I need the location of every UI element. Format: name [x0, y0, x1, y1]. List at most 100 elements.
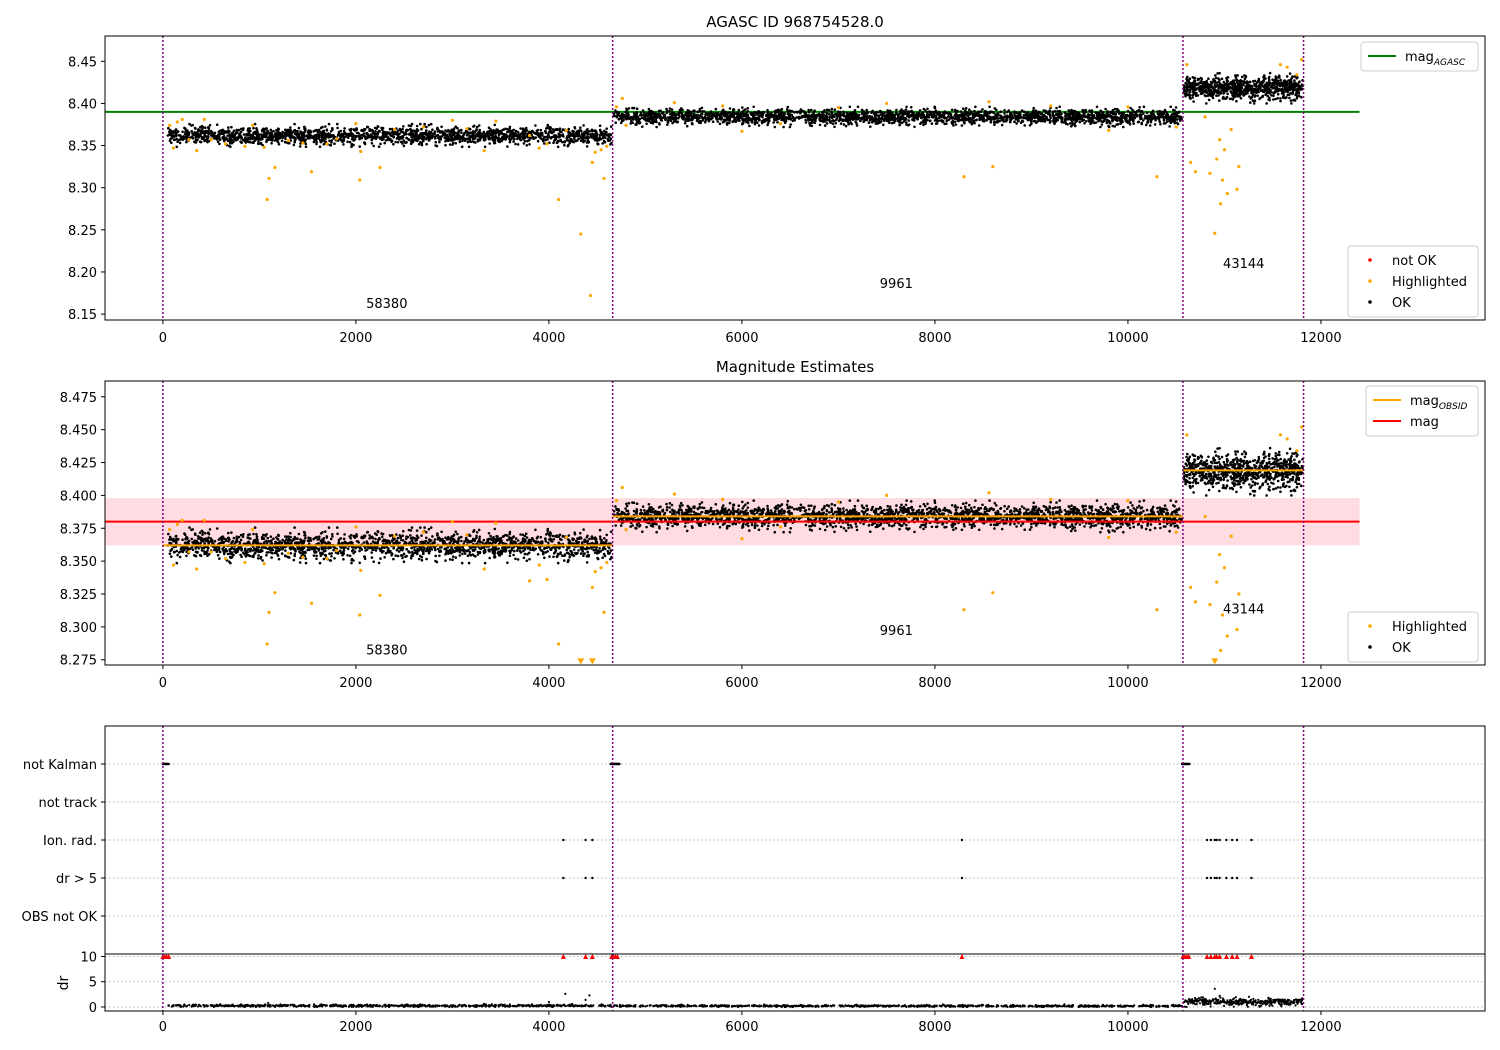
ok-point	[551, 128, 555, 131]
ok-point	[1150, 118, 1153, 122]
ok-point	[472, 125, 475, 128]
ok-point	[173, 134, 176, 138]
ok-point	[799, 111, 802, 115]
ok-point	[267, 138, 270, 142]
ok-point	[567, 127, 571, 131]
highlighted-point	[1189, 160, 1193, 165]
ok-point	[218, 142, 221, 146]
ok-point	[895, 108, 898, 112]
ok-point	[325, 129, 329, 132]
ok-point	[460, 145, 464, 149]
ok-point	[194, 141, 198, 144]
ok-point	[304, 127, 307, 131]
ok-point	[760, 121, 764, 125]
ok-point	[523, 135, 526, 138]
ok-point	[1037, 110, 1041, 114]
ok-point	[213, 131, 217, 135]
ok-point	[1283, 79, 1286, 82]
ok-point	[1186, 93, 1189, 96]
ok-point	[501, 135, 504, 139]
ok-point	[327, 122, 331, 126]
ok-point	[747, 116, 751, 120]
ok-point	[471, 140, 475, 143]
ok-point	[1058, 105, 1061, 109]
ok-point	[1048, 121, 1052, 124]
ok-point	[907, 112, 910, 116]
ok-point	[661, 112, 665, 115]
ok-point	[1122, 111, 1126, 115]
ok-point	[737, 108, 741, 112]
ok-point	[801, 115, 805, 118]
ok-point	[834, 121, 838, 125]
highlighted-point	[1208, 171, 1212, 175]
ok-point	[276, 130, 280, 133]
ok-point	[1120, 112, 1123, 115]
ok-point	[593, 138, 597, 142]
ok-point	[1244, 75, 1248, 79]
ok-point	[435, 144, 439, 148]
ok-point	[995, 114, 999, 117]
ok-point	[844, 114, 848, 118]
ok-point	[982, 120, 986, 123]
ok-point	[398, 132, 401, 136]
ok-point	[462, 133, 466, 136]
ok-point	[467, 145, 471, 149]
ok-point	[420, 136, 423, 140]
ok-point	[953, 117, 957, 120]
ok-point	[1129, 106, 1132, 110]
ok-point	[420, 127, 423, 131]
ok-point	[546, 138, 549, 141]
ok-point	[988, 105, 991, 109]
ok-point	[592, 133, 596, 136]
highlighted-point	[1237, 165, 1241, 169]
ok-point	[543, 142, 546, 145]
ok-point	[827, 108, 831, 112]
ok-point	[1248, 80, 1252, 84]
ok-point	[1020, 116, 1023, 119]
ok-point	[808, 121, 811, 125]
ok-point	[1253, 87, 1257, 91]
ok-point	[629, 117, 633, 120]
ok-point	[725, 115, 729, 119]
ok-point	[580, 136, 583, 140]
ok-point	[336, 122, 339, 126]
ok-point	[634, 123, 637, 126]
ok-point	[783, 112, 786, 116]
ok-point	[575, 132, 579, 135]
ok-point	[1279, 89, 1283, 92]
ok-point	[184, 130, 187, 133]
ok-point	[200, 137, 204, 140]
ok-point	[511, 129, 515, 132]
ok-point	[497, 136, 500, 139]
highlighted-point	[778, 122, 783, 126]
ok-point	[732, 108, 735, 111]
ok-point	[433, 130, 437, 133]
ok-point	[883, 111, 886, 115]
ok-point	[200, 124, 204, 128]
ok-point	[552, 135, 555, 138]
highlighted-point	[1235, 187, 1239, 191]
ok-point	[538, 135, 541, 138]
ok-point	[814, 119, 817, 122]
ok-point	[757, 124, 761, 127]
ok-point	[1013, 120, 1016, 123]
ok-point	[850, 115, 853, 119]
ok-point	[172, 130, 175, 133]
ok-point	[829, 115, 832, 118]
ok-point	[549, 137, 553, 140]
ok-point	[262, 129, 266, 133]
ok-point	[288, 141, 291, 145]
ok-point	[558, 136, 561, 139]
ok-point	[1267, 78, 1271, 82]
ok-point	[324, 125, 327, 128]
ok-point	[204, 126, 207, 129]
ok-point	[576, 139, 579, 142]
ok-point	[731, 120, 734, 124]
ok-point	[527, 138, 531, 142]
ok-point	[264, 131, 268, 134]
ok-point	[842, 110, 845, 114]
highlighted-point	[187, 138, 191, 142]
ok-point	[475, 128, 478, 131]
ok-point	[585, 145, 589, 148]
